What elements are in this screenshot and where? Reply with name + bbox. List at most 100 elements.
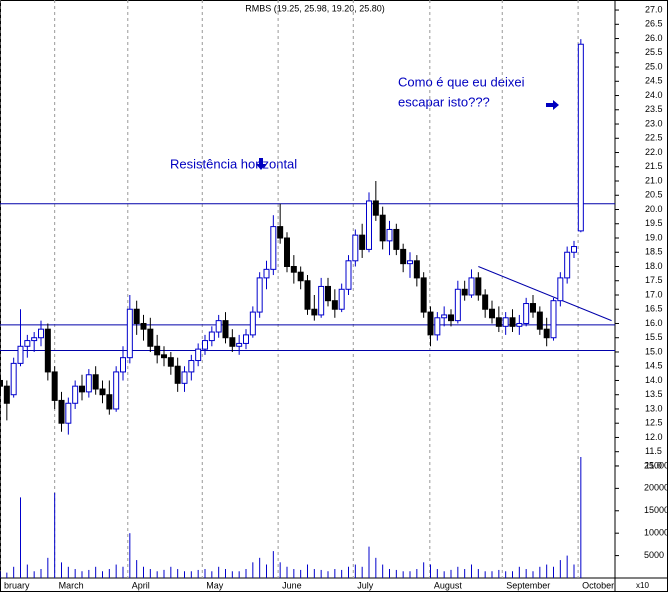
y-tick-label: 19.5 xyxy=(645,218,663,228)
candle-body xyxy=(65,402,72,424)
candle-body xyxy=(236,342,243,347)
y-tick-label: 27.0 xyxy=(645,4,663,14)
candle-body xyxy=(154,345,161,356)
candle-body xyxy=(543,328,550,339)
candle-body xyxy=(167,357,174,367)
candle-body xyxy=(564,251,571,279)
trendline xyxy=(478,266,612,322)
candle-body xyxy=(195,348,202,362)
candle-body xyxy=(475,277,482,296)
y-tick-label: 25.0 xyxy=(645,61,663,71)
y-tick-label: 24.0 xyxy=(645,90,663,100)
candle-body xyxy=(10,362,17,396)
y-tick-label: 14.0 xyxy=(645,375,663,385)
candle-body xyxy=(140,322,147,330)
candle-body xyxy=(222,320,229,339)
y-tick-label: 11.5 xyxy=(645,446,662,456)
candle-body xyxy=(461,288,468,296)
y-tick-label: 11.0 xyxy=(645,460,662,470)
y-tick-label: 18.0 xyxy=(645,261,663,271)
candle-body xyxy=(51,371,58,401)
candle-body xyxy=(270,226,277,270)
y-tick-label: 13.0 xyxy=(645,403,663,413)
candle-body xyxy=(188,360,195,373)
candle-body xyxy=(577,43,584,232)
y-tick-label: 15.5 xyxy=(645,332,663,342)
candle-body xyxy=(352,234,359,262)
candle-body xyxy=(113,371,120,410)
annotation: Como é que eu deixei xyxy=(398,74,525,89)
y-tick-label: 24.5 xyxy=(645,76,663,86)
x-tick-label: September xyxy=(506,580,550,590)
y-tick-label: 5000 xyxy=(644,550,664,560)
annotation: Resistência horizontal xyxy=(170,156,297,171)
candle-body xyxy=(386,228,393,242)
candle-body xyxy=(338,288,345,310)
candle-body xyxy=(530,303,536,313)
candle-body xyxy=(366,200,372,250)
y-tick-label: 18.5 xyxy=(645,247,663,257)
arrow-right xyxy=(546,100,559,110)
y-tick-label: 15000 xyxy=(644,505,668,515)
candle-body xyxy=(311,308,318,316)
y-tick-label: 14.5 xyxy=(645,361,663,371)
x-tick-label: March xyxy=(59,580,84,590)
candle-body xyxy=(0,379,3,387)
y-tick-label: 21.5 xyxy=(645,161,663,171)
candle-body xyxy=(161,354,167,359)
candle-body xyxy=(413,260,420,279)
candle-body xyxy=(379,214,386,242)
y-tick-label: 26.5 xyxy=(645,19,663,29)
candle-body xyxy=(393,228,400,250)
candle-body xyxy=(263,268,270,279)
y-tick-label: 22.0 xyxy=(645,147,663,157)
candle-body xyxy=(557,277,564,302)
candle-body xyxy=(454,288,461,322)
candle-body xyxy=(3,385,10,404)
candle-body xyxy=(44,328,51,373)
candle-body xyxy=(441,314,448,319)
candle-body xyxy=(571,246,577,253)
candle-body xyxy=(215,320,222,333)
candle-body xyxy=(420,277,427,313)
candle-body xyxy=(297,271,304,282)
candle-body xyxy=(325,285,331,302)
x-tick-label: April xyxy=(132,580,150,590)
candle-body xyxy=(31,337,38,342)
candle-body xyxy=(243,334,249,344)
candle-body xyxy=(407,260,413,265)
candle-body xyxy=(120,357,126,373)
candle-body xyxy=(202,340,208,350)
candle-body xyxy=(106,394,113,410)
y-tick-label: 23.5 xyxy=(645,104,663,114)
y-tick-label: 16.5 xyxy=(645,304,663,314)
candle-body xyxy=(331,300,338,310)
candle-body xyxy=(92,374,99,390)
candle-body xyxy=(181,371,188,384)
candle-body xyxy=(147,328,154,347)
candle-body xyxy=(345,260,352,290)
candle-body xyxy=(550,300,557,339)
candle-body xyxy=(284,237,290,267)
candle-body xyxy=(489,308,495,319)
x-tick-label: June xyxy=(282,580,302,590)
candle-body xyxy=(256,277,263,313)
candle-body xyxy=(536,311,543,330)
y-tick-label: 25000 xyxy=(644,460,668,470)
candle-body xyxy=(72,385,79,404)
candle-body xyxy=(495,317,502,327)
candle-body xyxy=(372,200,379,216)
candle-body xyxy=(99,388,106,396)
candle-body xyxy=(482,294,489,310)
candle-body xyxy=(502,317,509,327)
y-tick-label: 23.0 xyxy=(645,118,663,128)
candle-body xyxy=(434,317,441,336)
candle-body xyxy=(400,248,407,265)
y-tick-label: 20.0 xyxy=(645,204,663,214)
candle-body xyxy=(304,280,311,310)
y-tick-label: 20.5 xyxy=(645,190,663,200)
x-tick-label: May xyxy=(206,580,224,590)
y-tick-label: 17.5 xyxy=(645,275,663,285)
